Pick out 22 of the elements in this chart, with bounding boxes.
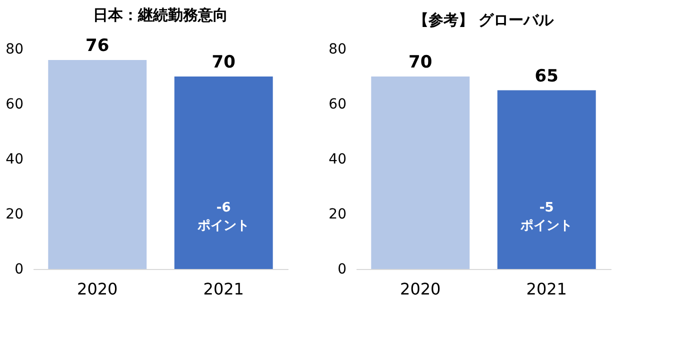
data-label: 65 xyxy=(534,66,558,86)
annotation: -5 ポイント xyxy=(520,200,573,234)
data-label: 70 xyxy=(212,52,236,72)
y-tick-label: 60 xyxy=(328,96,346,112)
x-tick-label: 2020 xyxy=(400,280,441,298)
data-label: 76 xyxy=(86,36,110,56)
y-tick-label: 60 xyxy=(6,96,24,112)
chart-title: 【参考】 グローバル xyxy=(413,11,555,29)
y-tick-label: 40 xyxy=(328,152,346,168)
x-tick-label: 2021 xyxy=(526,280,567,298)
y-tick-label: 20 xyxy=(328,206,346,222)
y-tick-label: 80 xyxy=(6,42,24,58)
y-tick-label: 80 xyxy=(328,42,346,58)
data-label: 70 xyxy=(408,52,432,72)
y-tick-label: 0 xyxy=(14,262,24,278)
chart-title: 日本：継続勤務意向 xyxy=(93,6,228,24)
y-tick-label: 20 xyxy=(6,206,24,222)
y-tick-label: 40 xyxy=(6,152,24,168)
x-tick-label: 2021 xyxy=(203,280,244,298)
annotation: -6 ポイント xyxy=(196,200,250,234)
x-tick-label: 2020 xyxy=(77,280,118,298)
y-tick-label: 0 xyxy=(338,262,346,278)
